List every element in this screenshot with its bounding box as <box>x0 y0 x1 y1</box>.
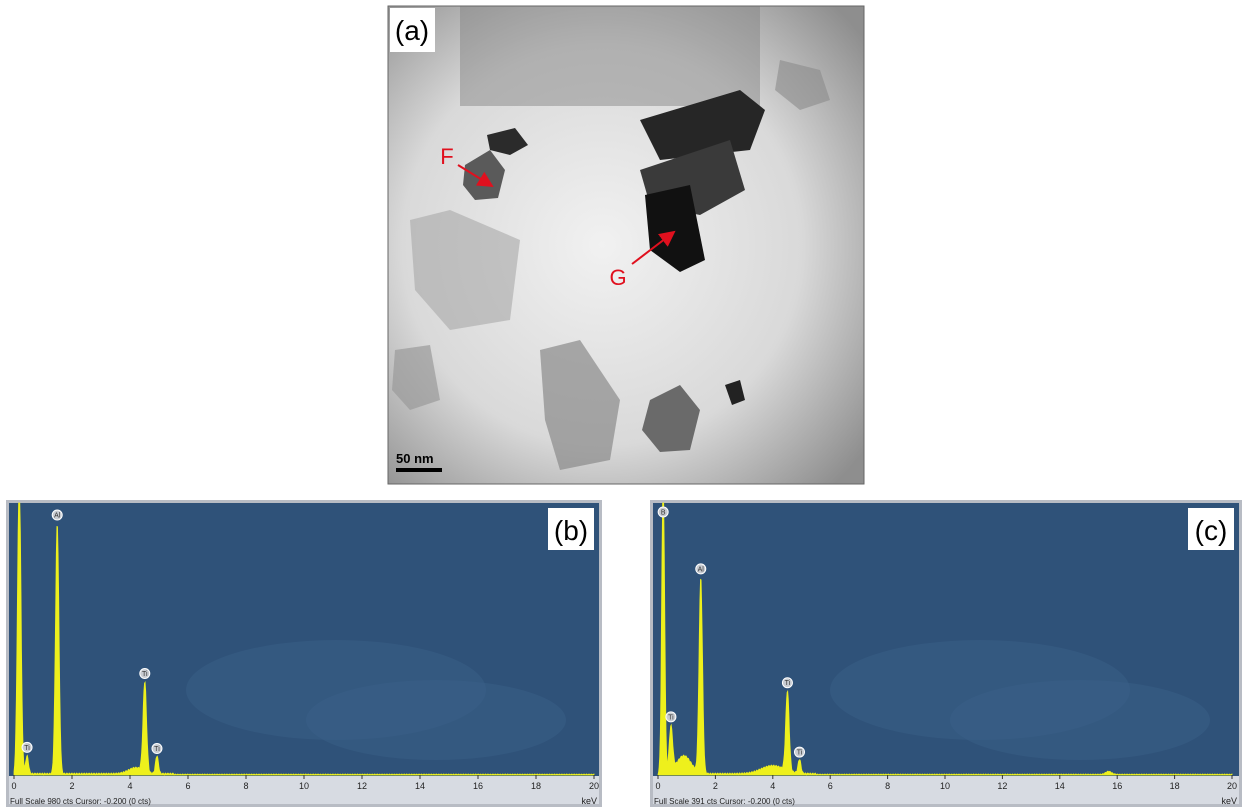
x-tick-label: 14 <box>1055 781 1065 791</box>
x-tick-label: 18 <box>1170 781 1180 791</box>
panel-label: (c) <box>1195 515 1228 546</box>
peak-label: Ti <box>668 714 674 721</box>
marker-label: G <box>609 265 626 290</box>
x-tick-label: 18 <box>531 781 541 791</box>
eds-spectrum: B Ti Al Ti Ti 0 2 4 6 8 10 12 14 16 18 20 keV Full Scale … <box>650 500 1242 807</box>
eds-spectrum: Ti Al Ti Ti 0 2 4 6 8 10 12 14 16 18 20 keV Full Scale 9… <box>6 500 602 807</box>
tem-image: (a) F G 50 nm <box>388 6 864 484</box>
axis-unit: keV <box>1221 796 1237 806</box>
peak-label: Ti <box>154 746 160 753</box>
x-tick-label: 0 <box>655 781 660 791</box>
peak-label: Al <box>698 566 705 573</box>
scale-bar <box>396 468 442 472</box>
x-tick-label: 2 <box>69 781 74 791</box>
axis-unit: keV <box>581 796 597 806</box>
x-tick-label: 6 <box>185 781 190 791</box>
x-tick-label: 10 <box>940 781 950 791</box>
x-tick-label: 8 <box>243 781 248 791</box>
x-tick-label: 0 <box>11 781 16 791</box>
x-tick-label: 4 <box>770 781 775 791</box>
x-tick-label: 16 <box>473 781 483 791</box>
status-line: Full Scale 980 cts Cursor: -0.200 (0 cts… <box>10 797 151 806</box>
x-tick-label: 20 <box>1227 781 1237 791</box>
peak-label: Ti <box>797 750 803 757</box>
panel-label: (b) <box>554 515 588 546</box>
marker-label: F <box>440 144 453 169</box>
x-tick-label: 16 <box>1112 781 1122 791</box>
panel-label: (a) <box>395 15 429 46</box>
backdrop <box>950 680 1210 760</box>
peak-label: Al <box>54 513 61 520</box>
x-tick-label: 4 <box>127 781 132 791</box>
x-tick-label: 8 <box>885 781 890 791</box>
backdrop <box>306 680 566 760</box>
peak-label: Ti <box>24 745 30 752</box>
peak-label: B <box>661 510 666 517</box>
x-tick-label: 2 <box>713 781 718 791</box>
x-tick-label: 14 <box>415 781 425 791</box>
status-line: Full Scale 391 cts Cursor: -0.200 (0 cts… <box>654 797 795 806</box>
x-tick-label: 12 <box>357 781 367 791</box>
figure: (a) F G 50 nm TiAlTiTi02468101214161820k… <box>0 0 1242 807</box>
scale-bar-label: 50 nm <box>396 451 434 466</box>
x-tick-label: 10 <box>299 781 309 791</box>
x-tick-label: 12 <box>997 781 1007 791</box>
x-tick-label: 20 <box>589 781 599 791</box>
peak-label: Ti <box>785 680 791 687</box>
x-tick-label: 6 <box>828 781 833 791</box>
peak-label: Ti <box>142 671 148 678</box>
